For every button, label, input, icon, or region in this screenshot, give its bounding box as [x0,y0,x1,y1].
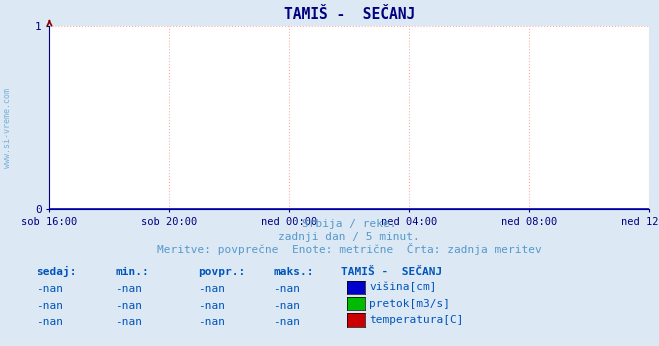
Text: -nan: -nan [198,301,225,311]
Text: min.:: min.: [115,267,149,277]
Title: TAMIŠ -  SEČANJ: TAMIŠ - SEČANJ [283,7,415,22]
Text: -nan: -nan [273,284,301,294]
Text: -nan: -nan [115,317,142,327]
Text: -nan: -nan [36,284,63,294]
Text: zadnji dan / 5 minut.: zadnji dan / 5 minut. [278,233,420,243]
Text: Srbija / reke.: Srbija / reke. [302,219,397,229]
Text: sedaj:: sedaj: [36,266,76,277]
Text: -nan: -nan [115,284,142,294]
Text: pretok[m3/s]: pretok[m3/s] [369,299,450,309]
Text: -nan: -nan [36,301,63,311]
Text: -nan: -nan [273,301,301,311]
Text: povpr.:: povpr.: [198,267,245,277]
Text: višina[cm]: višina[cm] [369,282,436,292]
Text: -nan: -nan [198,317,225,327]
Text: temperatura[C]: temperatura[C] [369,315,463,325]
Text: -nan: -nan [198,284,225,294]
Text: TAMIŠ -  SEČANJ: TAMIŠ - SEČANJ [341,267,443,277]
Text: www.si-vreme.com: www.si-vreme.com [3,88,13,168]
Text: maks.:: maks.: [273,267,314,277]
Text: -nan: -nan [36,317,63,327]
Text: Meritve: povprečne  Enote: metrične  Črta: zadnja meritev: Meritve: povprečne Enote: metrične Črta:… [157,243,542,255]
Text: -nan: -nan [273,317,301,327]
Text: -nan: -nan [115,301,142,311]
